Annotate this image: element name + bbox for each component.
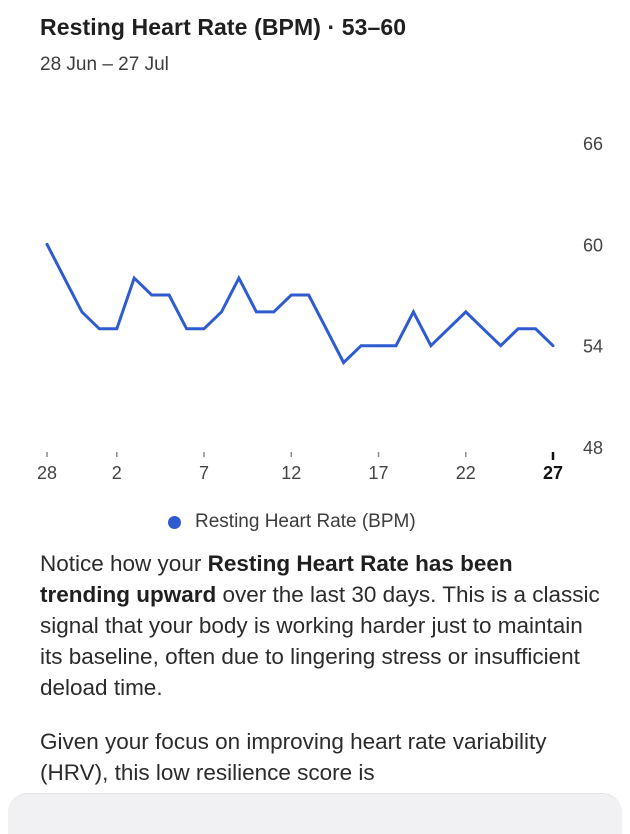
legend-label: Resting Heart Rate (BPM) <box>195 511 416 532</box>
y-tick-label: 48 <box>583 438 603 458</box>
x-tick-label: 27 <box>543 463 563 483</box>
insight-highlight: Resting Heart Rate has been trending upw… <box>40 551 513 607</box>
x-tick-label: 17 <box>369 463 389 483</box>
chart-title: Resting Heart Rate (BPM) · 53–60 <box>40 14 407 40</box>
x-tick-label: 28 <box>37 463 57 483</box>
insight-paragraph-2: Given your focus on improving heart rate… <box>40 729 547 785</box>
chart-header: Resting Heart Rate (BPM) · 53–60 28 Jun … <box>40 14 610 76</box>
series-line <box>45 242 555 366</box>
bottom-sheet-handle[interactable] <box>8 793 622 834</box>
y-tick-label: 54 <box>583 337 603 357</box>
chart-legend: Resting Heart Rate (BPM) <box>168 511 416 533</box>
insight-paragraph-1: Notice how your Resting Heart Rate has b… <box>40 548 605 703</box>
insight-text-intro: Notice how your <box>40 551 208 576</box>
y-tick-label: 66 <box>583 134 603 154</box>
y-tick-label: 60 <box>583 235 603 255</box>
x-tick-label: 2 <box>112 463 122 483</box>
insight-text: Notice how your Resting Heart Rate has b… <box>40 548 605 811</box>
insight-text-rest: over the last 30 days. This is a classic… <box>40 582 600 700</box>
x-tick-label: 7 <box>199 463 209 483</box>
date-range: 28 Jun – 27 Jul <box>40 54 169 75</box>
x-tick-label: 12 <box>281 463 301 483</box>
legend-swatch <box>168 515 181 529</box>
x-tick-label: 22 <box>456 463 476 483</box>
